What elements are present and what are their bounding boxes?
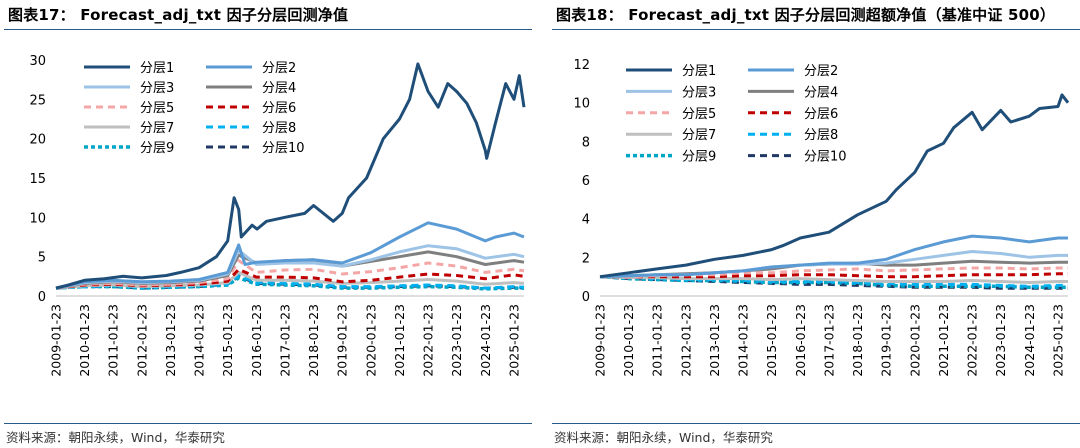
- x-tick-label: 2017-01-23: [277, 304, 292, 377]
- x-tick-label: 2015-01-23: [764, 304, 779, 377]
- series-line-分层7: [599, 275, 1068, 284]
- x-tick-label: 2009-01-23: [49, 304, 64, 377]
- y-tick-label: 5: [38, 251, 46, 266]
- chart-title: 图表17： Forecast_adj_txt 因子分层回测净值: [8, 6, 349, 24]
- series-line-分层2: [55, 221, 525, 290]
- y-tick-label: 10: [573, 97, 590, 112]
- legend-label: 分层5: [140, 101, 174, 116]
- series-line-分层5: [55, 259, 525, 290]
- legend-label: 分层7: [682, 128, 716, 143]
- x-tick-label: 2018-01-23: [306, 304, 321, 377]
- x-tick-label: 2016-01-23: [249, 304, 264, 377]
- legend-label: 分层3: [682, 85, 716, 100]
- x-tick-label: 2012-01-23: [678, 304, 693, 377]
- source-rule: [552, 423, 1080, 424]
- x-tick-label: 2019-01-23: [335, 304, 350, 377]
- y-tick-label: 0: [582, 290, 590, 305]
- chart-panel-left: 图表17： Forecast_adj_txt 因子分层回测净值 0 5 10 15 20…: [4, 0, 532, 448]
- x-tick-label: 2021-01-23: [392, 304, 407, 377]
- y-tick-label: 12: [573, 58, 590, 73]
- x-tick-label: 2013-01-23: [163, 304, 178, 377]
- x-tick-label: 2014-01-23: [736, 304, 751, 377]
- x-tick-label: 2009-01-23: [593, 304, 608, 377]
- title-rule: [4, 29, 532, 30]
- x-tick-label: 2015-01-23: [220, 304, 235, 377]
- legend-label: 分层4: [262, 81, 296, 96]
- source-note: 资料来源：朝阳永续，Wind，华泰研究: [554, 430, 773, 445]
- line-chart-nav: 0 5 10 15 20 25 30 2009-01-23 2010-01-23 2011-01-…: [29, 54, 526, 377]
- y-tick-label: 6: [582, 174, 590, 189]
- chart-panel-right: 图表18： Forecast_adj_txt 因子分层回测超额净值（基准中证 5…: [552, 0, 1080, 448]
- series-line-分层10: [599, 275, 1068, 290]
- x-tick-label: 2018-01-23: [850, 304, 865, 377]
- legend-label: 分层8: [262, 121, 296, 136]
- y-tick-label: 2: [582, 251, 590, 266]
- x-tick-label: 2024-01-23: [1022, 304, 1037, 377]
- legend-label: 分层6: [804, 107, 838, 122]
- x-tick-label: 2014-01-23: [192, 304, 207, 377]
- x-tick-label: 2013-01-23: [707, 304, 722, 377]
- legend-label: 分层3: [140, 81, 174, 96]
- legend-label: 分层10: [804, 150, 847, 165]
- title-rule: [552, 29, 1080, 30]
- x-tick-label: 2020-01-23: [363, 304, 378, 377]
- source-rule: [4, 423, 532, 424]
- x-tick-label: 2024-01-23: [478, 304, 493, 377]
- series-line-分层8: [599, 275, 1068, 288]
- series-line-分层5: [600, 266, 1068, 279]
- line-chart-excess-nav: 0 2 4 6 8 10 12 2009-01-23 2010-01-23 2011-01-23 2…: [573, 58, 1070, 377]
- legend-label: 分层9: [140, 141, 174, 156]
- legend-label: 分层2: [804, 64, 838, 79]
- legend-label: 分层10: [262, 141, 305, 156]
- chart-title: 图表18： Forecast_adj_txt 因子分层回测超额净值（基准中证 5…: [556, 6, 1056, 24]
- x-tick-label: 2016-01-23: [793, 304, 808, 377]
- legend-label: 分层8: [804, 128, 838, 143]
- series-line-分层2: [599, 234, 1068, 279]
- x-tick-label: 2019-01-23: [879, 304, 894, 377]
- y-tick-label: 15: [29, 172, 46, 187]
- x-tick-label: 2010-01-23: [621, 304, 636, 377]
- legend-label: 分层7: [140, 121, 174, 136]
- legend-label: 分层1: [682, 64, 716, 79]
- x-tick-label: 2022-01-23: [421, 304, 436, 377]
- series-line-分层1: [55, 62, 526, 290]
- x-tick-label: 2020-01-23: [907, 304, 922, 377]
- x-tick-label: 2025-01-23: [506, 304, 521, 377]
- x-tick-label: 2010-01-23: [77, 304, 92, 377]
- y-tick-label: 8: [582, 135, 590, 150]
- series-line-分层6: [600, 272, 1068, 279]
- x-tick-label: 2022-01-23: [965, 304, 980, 377]
- x-tick-label: 2023-01-23: [993, 304, 1008, 377]
- legend-label: 分层5: [682, 107, 716, 122]
- x-tick-label: 2021-01-23: [936, 304, 951, 377]
- series-line-分层1: [599, 93, 1070, 279]
- y-tick-label: 25: [29, 93, 46, 108]
- y-tick-label: 20: [29, 133, 46, 148]
- y-tick-label: 30: [29, 54, 46, 69]
- x-tick-label: 2023-01-23: [449, 304, 464, 377]
- y-tick-label: 4: [582, 213, 590, 228]
- x-tick-label: 2012-01-23: [134, 304, 149, 377]
- legend-label: 分层6: [262, 101, 296, 116]
- x-tick-label: 2011-01-23: [650, 304, 665, 377]
- source-note: 资料来源：朝阳永续，Wind，华泰研究: [6, 430, 225, 445]
- x-tick-label: 2011-01-23: [106, 304, 121, 377]
- legend-label: 分层1: [140, 61, 174, 76]
- legend-label: 分层2: [262, 61, 296, 76]
- x-tick-label: 2017-01-23: [821, 304, 836, 377]
- y-tick-label: 10: [29, 211, 46, 226]
- legend-label: 分层9: [682, 150, 716, 165]
- legend-label: 分层4: [804, 85, 838, 100]
- x-tick-label: 2025-01-23: [1050, 304, 1065, 377]
- y-tick-label: 0: [38, 290, 46, 305]
